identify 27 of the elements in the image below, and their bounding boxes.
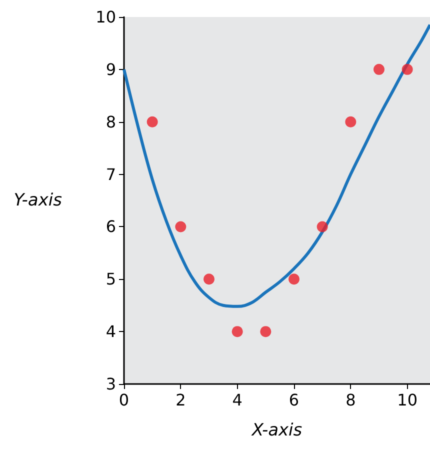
y-tick-label: 3 bbox=[106, 374, 116, 394]
y-tick-label: 6 bbox=[106, 217, 116, 236]
x-axis-title: X-axis bbox=[250, 420, 302, 440]
y-tick-label: 7 bbox=[106, 164, 116, 184]
y-tick-label: 8 bbox=[106, 112, 116, 132]
y-tick-label: 9 bbox=[106, 60, 116, 79]
point bbox=[316, 221, 328, 232]
x-tick-label: 8 bbox=[346, 390, 356, 410]
x-tick-label: 6 bbox=[288, 390, 300, 410]
y-tick-label: 5 bbox=[106, 270, 116, 289]
y-axis-title: Y-axis bbox=[14, 190, 62, 210]
point bbox=[175, 221, 186, 232]
x-tick-label: 4 bbox=[232, 390, 242, 410]
point bbox=[204, 274, 214, 285]
y-tick-label: 4 bbox=[106, 322, 116, 342]
point bbox=[345, 116, 356, 128]
line-series bbox=[122, 23, 430, 308]
point bbox=[146, 116, 158, 128]
point bbox=[374, 64, 384, 75]
x-tick-label: 2 bbox=[176, 390, 186, 410]
point bbox=[288, 274, 300, 285]
point bbox=[402, 64, 413, 75]
x-tick-label: 0 bbox=[118, 390, 130, 410]
point bbox=[260, 326, 272, 338]
point bbox=[232, 326, 243, 338]
y-tick-label: 10 bbox=[96, 8, 116, 26]
x-tick-label: 10 bbox=[397, 390, 418, 410]
